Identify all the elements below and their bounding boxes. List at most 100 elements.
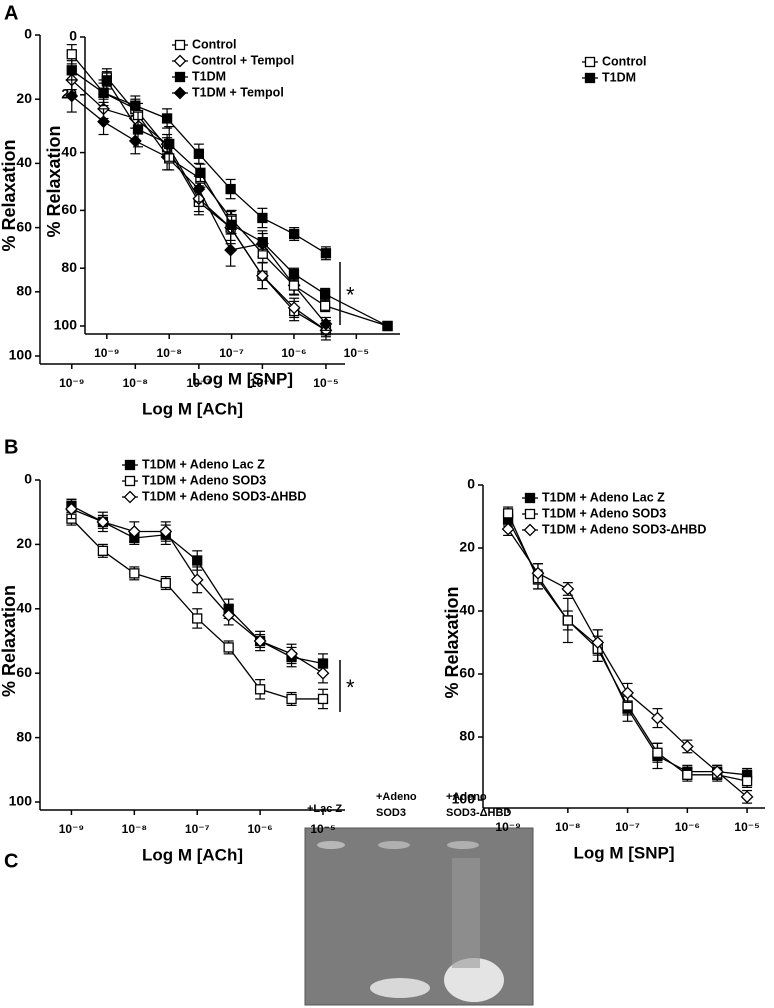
x-tick-label: 10⁻⁹	[94, 346, 119, 360]
data-point	[289, 228, 300, 240]
legend-marker	[524, 492, 536, 504]
y-tick-label: 20	[61, 86, 77, 102]
data-point	[132, 124, 144, 135]
data-point	[561, 582, 575, 596]
gel-lane-label: +Adeno	[376, 791, 417, 803]
x-tick-label: 10⁻⁵	[344, 346, 369, 360]
legend-label: T1DM + Adeno SOD3-ΔHBD	[142, 489, 306, 503]
data-point	[65, 89, 79, 103]
data-point	[257, 237, 268, 248]
x-tick-label: 10⁻⁵	[313, 376, 338, 390]
x-tick-label: 10⁻⁶	[250, 376, 275, 390]
y-tick-label: 100	[9, 793, 33, 809]
data-point	[316, 666, 330, 680]
x-tick-label: 10⁻⁸	[157, 346, 182, 360]
y-tick-label: 20	[16, 535, 32, 551]
y-tick-label: 80	[459, 728, 475, 744]
legend-marker	[524, 508, 536, 520]
data-point	[501, 522, 515, 536]
data-point	[223, 642, 234, 653]
panel-label: A	[4, 2, 18, 24]
data-point	[222, 608, 236, 622]
y-tick-label: 80	[16, 728, 32, 744]
series-line	[507, 513, 748, 782]
gel-lane-label: SOD3	[376, 807, 406, 819]
data-point	[65, 502, 78, 516]
data-point	[288, 268, 300, 280]
data-point	[317, 693, 329, 705]
legend-label: T1DM + Adeno Lac Z	[142, 457, 265, 471]
data-point	[253, 634, 267, 648]
data-point	[502, 508, 514, 519]
legend-label: T1DM + Adeno SOD3	[542, 506, 666, 520]
legend-label: T1DM + Adeno SOD3	[142, 473, 266, 487]
data-point	[101, 75, 112, 86]
x-axis-label: Log M [ACh]	[142, 399, 243, 418]
data-point	[319, 317, 333, 331]
x-tick-label: 10⁻⁵	[734, 820, 759, 834]
data-point	[97, 545, 109, 556]
y-tick-label: 80	[16, 283, 32, 299]
data-point	[164, 138, 175, 150]
data-point	[225, 183, 236, 195]
series-line	[507, 519, 748, 776]
legend-marker	[584, 72, 596, 84]
data-point	[192, 613, 203, 624]
y-axis-label: % Relaxation	[44, 125, 64, 237]
y-tick-label: 60	[459, 665, 475, 681]
series-line	[507, 528, 748, 798]
legend-label: T1DM	[602, 70, 636, 84]
data-point	[652, 747, 663, 758]
data-point	[382, 320, 393, 332]
gel-lane-label: SOD3-ΔHBD	[446, 807, 511, 819]
x-tick-label: 10⁻⁹	[59, 376, 84, 390]
data-point	[285, 647, 298, 661]
x-tick-label: 10⁻⁹	[495, 820, 520, 834]
y-tick-label: 40	[16, 600, 32, 616]
x-tick-label: 10⁻⁷	[219, 346, 244, 360]
data-point	[591, 636, 605, 649]
y-tick-label: 100	[9, 347, 33, 363]
legend-marker	[174, 71, 186, 83]
y-tick-label: 60	[16, 664, 32, 680]
y-axis-label: % Relaxation	[442, 586, 462, 698]
data-point	[740, 790, 754, 804]
data-point	[287, 301, 301, 315]
y-tick-label: 100	[452, 791, 476, 807]
y-tick-label: 0	[467, 476, 475, 492]
legend-label: Control	[602, 54, 646, 68]
x-tick-label: 10⁻⁸	[122, 822, 147, 836]
legend-label: T1DM	[192, 69, 226, 83]
gel-lane-label: +Adeno	[446, 791, 487, 803]
y-tick-label: 80	[61, 259, 77, 275]
legend-marker	[584, 56, 596, 68]
panel-label: C	[4, 850, 18, 872]
y-tick-label: 20	[16, 90, 32, 106]
data-point	[254, 684, 266, 695]
panel-label: B	[4, 436, 18, 458]
data-point	[288, 280, 300, 291]
data-point	[680, 740, 694, 753]
legend-label: T1DM + Tempol	[192, 85, 284, 99]
y-tick-label: 100	[54, 317, 78, 333]
gel-image	[304, 827, 534, 1006]
significance-mark: *	[346, 282, 355, 307]
data-point	[224, 243, 238, 257]
data-point	[97, 115, 110, 129]
legend-marker	[124, 459, 136, 471]
legend-marker	[124, 475, 136, 487]
data-point	[286, 693, 297, 705]
y-tick-label: 40	[459, 602, 475, 618]
legend-marker	[523, 523, 537, 537]
data-point	[127, 525, 141, 538]
x-tick-label: 10⁻⁷	[185, 822, 210, 836]
data-point	[621, 686, 635, 700]
data-point	[320, 248, 332, 259]
gel-lane-label: +Lac Z	[307, 803, 342, 815]
y-tick-label: 0	[69, 28, 77, 44]
legend-label: Control + Tempol	[192, 53, 294, 67]
y-tick-label: 60	[61, 201, 77, 217]
x-tick-label: 10⁻⁸	[555, 820, 580, 834]
y-tick-label: 20	[459, 539, 475, 555]
data-point	[190, 573, 204, 587]
